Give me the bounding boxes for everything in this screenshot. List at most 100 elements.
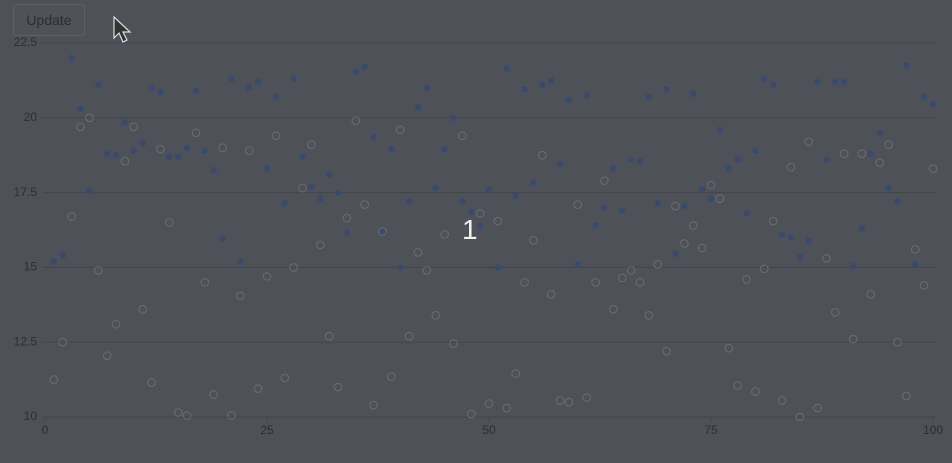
point xyxy=(768,216,778,226)
point xyxy=(361,63,368,71)
point xyxy=(351,116,361,126)
point xyxy=(166,153,173,160)
point xyxy=(191,128,201,138)
point xyxy=(796,253,803,261)
point xyxy=(530,178,537,186)
point xyxy=(254,78,262,86)
point xyxy=(67,212,76,221)
point xyxy=(156,144,165,154)
point xyxy=(681,202,688,210)
point xyxy=(103,150,111,157)
point xyxy=(804,137,813,147)
update-button[interactable]: Update xyxy=(13,4,85,36)
point xyxy=(192,87,200,95)
point xyxy=(502,403,512,413)
point xyxy=(600,176,609,185)
point xyxy=(200,278,210,287)
point xyxy=(582,393,591,402)
point xyxy=(663,86,670,93)
point xyxy=(484,399,494,408)
point xyxy=(912,261,919,268)
point xyxy=(743,210,750,217)
point xyxy=(58,337,68,347)
y-tick-label: 22.5 xyxy=(14,35,38,49)
point xyxy=(822,254,831,263)
point xyxy=(290,75,297,83)
point xyxy=(778,231,786,238)
point xyxy=(334,189,342,196)
point xyxy=(521,86,528,93)
point xyxy=(546,290,556,299)
point xyxy=(147,378,156,387)
point xyxy=(236,291,245,301)
point xyxy=(680,239,689,248)
point xyxy=(68,54,75,62)
point xyxy=(831,307,840,317)
point xyxy=(112,152,120,159)
x-tick-label: 0 xyxy=(42,423,49,437)
point xyxy=(707,195,715,202)
point xyxy=(556,160,564,168)
point xyxy=(841,78,848,86)
point xyxy=(352,68,359,75)
point xyxy=(512,192,519,199)
point xyxy=(369,400,378,410)
point xyxy=(307,140,316,150)
point xyxy=(244,146,254,156)
point xyxy=(583,92,590,99)
point xyxy=(475,209,485,218)
point xyxy=(716,126,724,133)
point xyxy=(325,171,333,178)
point xyxy=(209,390,219,399)
x-tick-label: 25 xyxy=(260,423,274,437)
point xyxy=(653,260,663,269)
point xyxy=(787,234,795,241)
point xyxy=(431,310,441,320)
point xyxy=(450,114,457,122)
point xyxy=(219,235,226,243)
point xyxy=(85,113,94,123)
point xyxy=(520,278,529,287)
point xyxy=(866,290,876,299)
point xyxy=(751,387,760,396)
point xyxy=(360,200,369,209)
point xyxy=(343,229,351,237)
point xyxy=(733,381,742,390)
point xyxy=(690,90,697,98)
point xyxy=(635,278,645,287)
point xyxy=(468,208,475,216)
x-tick-label: 50 xyxy=(482,423,496,437)
point xyxy=(404,331,414,341)
point xyxy=(573,200,583,209)
point xyxy=(742,275,751,284)
point xyxy=(173,408,183,417)
point xyxy=(814,78,821,86)
point xyxy=(529,236,538,245)
point xyxy=(441,146,448,153)
point xyxy=(387,372,396,381)
point xyxy=(271,131,281,141)
overlay-label: 1 xyxy=(462,214,478,245)
point xyxy=(183,144,191,151)
point xyxy=(555,396,565,405)
y-tick-label: 20 xyxy=(24,110,38,124)
point xyxy=(324,331,334,341)
point xyxy=(397,264,404,271)
point xyxy=(218,143,227,153)
point xyxy=(280,373,290,383)
x-tick-label: 100 xyxy=(923,423,943,437)
point xyxy=(388,146,395,153)
point xyxy=(910,245,920,254)
point xyxy=(378,227,387,236)
point xyxy=(929,101,937,108)
point xyxy=(919,281,929,290)
y-tick-label: 15 xyxy=(24,260,38,274)
point xyxy=(157,89,164,96)
point xyxy=(76,122,85,132)
point xyxy=(440,230,449,239)
point xyxy=(885,184,892,192)
point xyxy=(619,207,626,214)
point xyxy=(511,369,520,378)
point xyxy=(138,304,147,314)
